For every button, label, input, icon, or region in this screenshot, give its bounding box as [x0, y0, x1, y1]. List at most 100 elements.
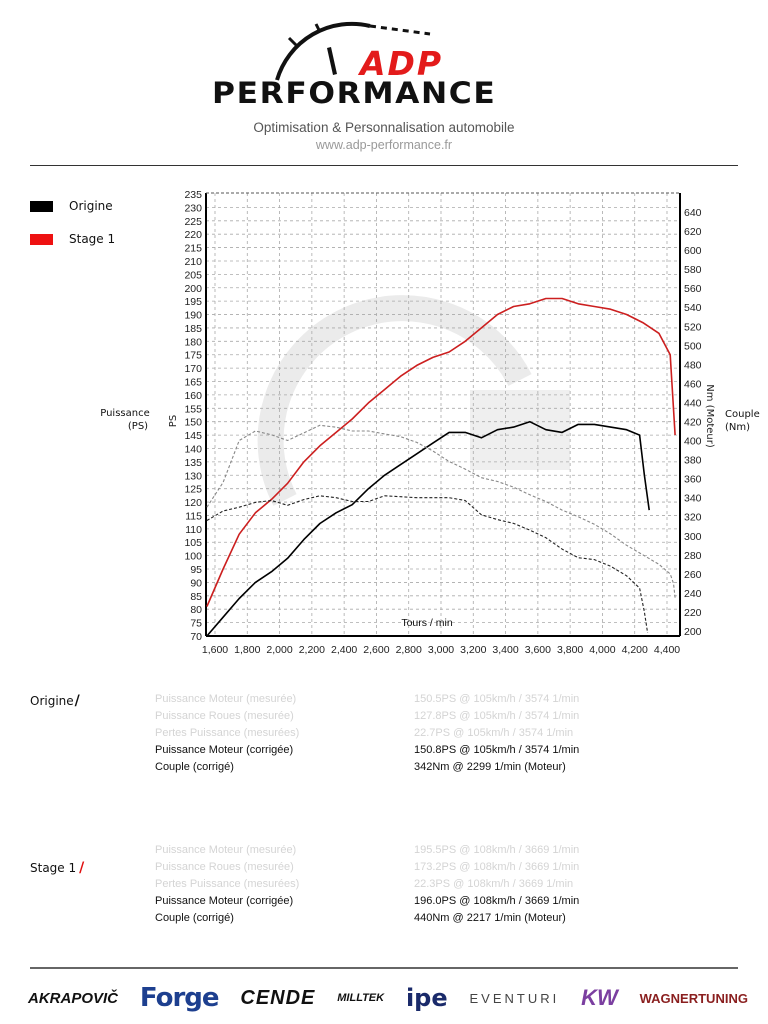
y-tick-label: 230 — [184, 202, 202, 214]
y-tick-label: 185 — [184, 323, 202, 335]
y2-tick-label: 420 — [684, 417, 702, 429]
y2-tick-label: 220 — [684, 607, 702, 619]
series-line-0 — [206, 420, 650, 637]
x-tick-label: 3,200 — [460, 644, 486, 656]
result-row: Puissance Moteur (corrigée) 196.0PS @ 108… — [155, 893, 605, 910]
y2-tick-label: 620 — [684, 226, 702, 238]
y-tick-label: 160 — [184, 390, 202, 402]
y-tick-label: 120 — [184, 497, 202, 509]
y-tick-label: 105 — [184, 537, 202, 549]
y-tick-label: 215 — [184, 243, 202, 255]
y-tick-label: 110 — [185, 524, 202, 536]
x-tick-label: 3,400 — [492, 644, 518, 656]
result-name: Pertes Puissance (mesurées) — [155, 727, 300, 739]
legend-swatch-origine — [30, 200, 53, 212]
sponsor-logo-milltek: MILLTEK — [337, 992, 385, 1004]
y-tick-label: 165 — [184, 377, 202, 389]
legend-item-origine: Origine — [30, 199, 113, 213]
y-tick-label: 70 — [190, 631, 202, 643]
result-name: Couple (corrigé) — [155, 912, 234, 924]
x-tick-label: 2,600 — [363, 644, 389, 656]
y-tick-label: 220 — [184, 229, 202, 241]
y-tick-label: 85 — [190, 591, 202, 603]
gauge-icon — [275, 21, 431, 81]
sponsor-logo-cende: CENDE — [240, 986, 316, 1009]
result-row: Couple (corrigé) 342Nm @ 2299 1/min (Mote… — [155, 759, 605, 776]
brand-adp: ADP — [360, 44, 444, 83]
series-line-3 — [206, 424, 676, 598]
website-link[interactable]: www.adp-performance.fr — [315, 138, 453, 152]
y-tick-label: 95 — [190, 564, 202, 576]
y-tick-label: 145 — [184, 430, 202, 442]
y-tick-label: 195 — [184, 296, 202, 308]
result-value: 196.0PS @ 108km/h / 3669 1/min — [414, 895, 580, 907]
result-name: Puissance Roues (mesurée) — [155, 710, 294, 722]
y-tick-label: 180 — [184, 336, 202, 348]
y2-tick-label: 320 — [684, 512, 702, 524]
result-value: 342Nm @ 2299 1/min (Moteur) — [414, 761, 566, 773]
x-tick-label: 1,600 — [202, 644, 228, 656]
result-name: Puissance Roues (mesurée) — [155, 861, 294, 873]
x-tick-label: 3,800 — [557, 644, 583, 656]
result-value: 150.5PS @ 105km/h / 3574 1/min — [414, 693, 580, 705]
right-axis-title-line2: (Nm) — [725, 422, 751, 433]
y2-tick-label: 560 — [684, 283, 702, 295]
results-origine-label: Origine/ — [30, 693, 80, 709]
legend-swatch-stage1 — [30, 233, 53, 245]
results-origine-table: Puissance Moteur (mesurée) 150.5PS @ 105k… — [155, 691, 605, 776]
result-row: Puissance Roues (mesurée) 173.2PS @ 108km… — [155, 859, 605, 876]
sponsor-logo-wagnertuning: WAGNERTUNING — [639, 990, 748, 1006]
y2-tick-label: 520 — [684, 321, 702, 333]
y-tick-label: 235 — [184, 189, 202, 201]
y-axis-label: PS — [168, 415, 179, 427]
y-tick-label: 75 — [190, 618, 202, 630]
result-value: 22.3PS @ 108km/h / 3669 1/min — [414, 878, 574, 890]
result-row: Puissance Moteur (mesurée) 150.5PS @ 105k… — [155, 691, 605, 708]
right-axis-title-line1: Couple — [725, 409, 760, 420]
y2-tick-label: 600 — [684, 245, 702, 257]
header-divider — [30, 165, 738, 166]
y-tick-label: 125 — [184, 484, 202, 496]
y-tick-label: 80 — [190, 604, 202, 616]
result-value: 22.7PS @ 105km/h / 3574 1/min — [414, 727, 574, 739]
y2-tick-label: 500 — [684, 340, 702, 352]
x-tick-label: 4,000 — [589, 644, 615, 656]
result-name: Couple (corrigé) — [155, 761, 234, 773]
dyno-chart: 7075808590951001051101151201251301351401… — [168, 189, 715, 656]
footer-divider — [30, 967, 738, 969]
brand-performance: PERFORMANCE — [212, 76, 497, 110]
result-row: Pertes Puissance (mesurées) 22.3PS @ 108k… — [155, 876, 605, 893]
y-tick-label: 205 — [184, 269, 202, 281]
left-axis-title-line2: (PS) — [127, 421, 149, 432]
watermark-block — [470, 390, 570, 470]
x-tick-label: 1,800 — [234, 644, 260, 656]
y2-tick-label: 380 — [684, 455, 702, 467]
y2-tick-label: 300 — [684, 531, 702, 543]
result-name: Puissance Moteur (corrigée) — [155, 895, 294, 907]
y2-tick-label: 440 — [684, 397, 702, 409]
y2-tick-label: 260 — [684, 569, 702, 581]
result-value: 440Nm @ 2217 1/min (Moteur) — [414, 912, 566, 924]
y2-tick-label: 580 — [684, 264, 702, 276]
results-stage1-label: Stage 1/ — [30, 860, 85, 876]
result-row: Pertes Puissance (mesurées) 22.7PS @ 105k… — [155, 725, 605, 742]
y-tick-label: 225 — [184, 216, 202, 228]
x-tick-label: 4,400 — [654, 644, 680, 656]
y2-tick-label: 200 — [684, 626, 702, 638]
result-row: Couple (corrigé) 440Nm @ 2217 1/min (Mote… — [155, 910, 605, 927]
result-value: 150.8PS @ 105km/h / 3574 1/min — [414, 744, 580, 756]
sponsor-logos: AKRAPOVIČ Forge CENDE MILLTEK ipe EVENTURI KW W… — [28, 980, 748, 1016]
y2-tick-label: 340 — [684, 493, 702, 505]
sponsor-logo-eventuri: EVENTURI — [469, 990, 560, 1006]
tagline: Optimisation & Personnalisation automobi… — [253, 120, 515, 135]
sponsor-logo-akrapovi: AKRAPOVIČ — [28, 989, 119, 1007]
x-tick-label: 2,800 — [396, 644, 422, 656]
y-tick-label: 170 — [184, 363, 202, 375]
x-tick-label: 2,400 — [331, 644, 357, 656]
result-row: Puissance Moteur (mesurée) 195.5PS @ 108k… — [155, 842, 605, 859]
y2-tick-label: 480 — [684, 359, 702, 371]
result-value: 173.2PS @ 108km/h / 3669 1/min — [414, 861, 580, 873]
left-axis-title-line1: Puissance — [100, 408, 150, 419]
x-tick-label: 2,000 — [266, 644, 292, 656]
y2-tick-label: 240 — [684, 588, 702, 600]
